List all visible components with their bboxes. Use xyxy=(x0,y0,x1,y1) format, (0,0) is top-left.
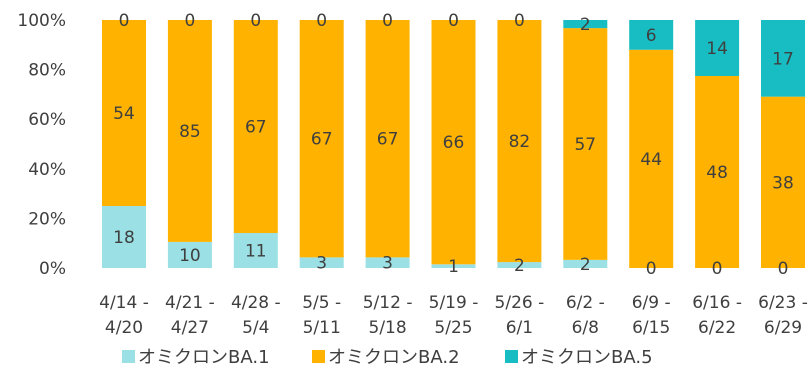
bar-segment xyxy=(102,206,146,268)
bar-segment xyxy=(365,257,410,268)
bar-segment xyxy=(233,233,278,268)
x-tick-label: 6/2 - xyxy=(566,293,605,313)
bar-segment xyxy=(431,20,476,265)
x-tick-label: 6/23 - xyxy=(758,293,808,313)
x-tick-label: 5/18 xyxy=(369,318,407,338)
data-label: 0 xyxy=(778,259,789,279)
data-label: 2 xyxy=(580,15,591,35)
data-labels: 18 54 0 10 85 0 11 67 0 3 67 0 3 67 0 1 66 0 2 82 0 2 57 2 0 44 6 0… xyxy=(113,11,794,279)
legend-label: オミクロンBA.2 xyxy=(328,347,460,368)
y-tick-label: 20% xyxy=(28,209,66,229)
data-label: 11 xyxy=(245,242,267,262)
bar-segment xyxy=(629,49,674,269)
bar-segment xyxy=(497,262,542,268)
data-label: 1 xyxy=(448,257,459,277)
data-label: 0 xyxy=(712,259,723,279)
x-tick-label: 5/25 xyxy=(434,318,472,338)
x-tick-label: 5/11 xyxy=(303,318,341,338)
x-tick-label: 6/16 - xyxy=(692,293,742,313)
x-tick-label: 6/8 xyxy=(572,318,599,338)
x-tick-label: 5/19 - xyxy=(429,293,479,313)
bar-segment xyxy=(695,76,740,268)
legend: オミクロンBA.1 オミクロンBA.2 オミクロンBA.5 xyxy=(122,347,653,368)
x-tick-label: 5/12 - xyxy=(363,293,413,313)
bar-segment xyxy=(167,20,212,242)
data-label: 0 xyxy=(646,259,657,279)
y-axis: 0% 20% 40% 60% 80% 100% xyxy=(17,11,66,279)
legend-swatch xyxy=(505,350,518,363)
bar-segment xyxy=(629,20,674,50)
x-tick-label: 4/20 xyxy=(105,318,143,338)
bar-segment xyxy=(299,257,344,268)
data-label: 14 xyxy=(706,39,728,59)
legend-label: オミクロンBA.1 xyxy=(138,347,270,368)
x-tick-label: 5/5 - xyxy=(302,293,341,313)
data-label: 0 xyxy=(514,11,525,31)
bar-segment xyxy=(695,20,740,76)
data-label: 6 xyxy=(646,26,657,46)
data-label: 0 xyxy=(119,11,130,31)
data-label: 0 xyxy=(184,11,195,31)
data-label: 85 xyxy=(179,122,201,142)
bar-segment xyxy=(365,20,410,258)
data-label: 66 xyxy=(443,133,465,153)
y-tick-label: 60% xyxy=(28,110,66,130)
data-label: 2 xyxy=(514,256,525,276)
data-label: 10 xyxy=(179,246,201,266)
data-label: 67 xyxy=(245,118,267,138)
data-label: 67 xyxy=(377,130,399,150)
legend-swatch xyxy=(122,350,135,363)
data-label: 67 xyxy=(311,130,333,150)
bar-segment xyxy=(497,20,542,263)
data-label: 44 xyxy=(640,150,662,170)
data-label: 3 xyxy=(316,254,327,274)
legend-swatch xyxy=(312,350,325,363)
bar-segment xyxy=(233,20,278,234)
data-label: 18 xyxy=(113,228,135,248)
data-label: 0 xyxy=(316,11,327,31)
x-tick-label: 6/15 xyxy=(632,318,670,338)
bar-segment xyxy=(563,28,608,260)
data-label: 2 xyxy=(580,255,591,275)
data-label: 0 xyxy=(250,11,261,31)
x-tick-label: 6/29 xyxy=(764,318,802,338)
data-label: 3 xyxy=(382,254,393,274)
x-tick-label: 4/14 - xyxy=(99,293,149,313)
data-label: 0 xyxy=(382,11,393,31)
y-tick-label: 40% xyxy=(28,160,66,180)
data-label: 0 xyxy=(448,11,459,31)
x-tick-label: 4/28 - xyxy=(231,293,281,313)
x-tick-label: 5/4 xyxy=(242,318,269,338)
bar-segment xyxy=(102,20,146,206)
data-label: 38 xyxy=(772,173,794,193)
bar-segment xyxy=(761,96,805,269)
y-tick-label: 80% xyxy=(28,61,66,81)
x-tick-label: 6/1 xyxy=(506,318,533,338)
data-label: 82 xyxy=(509,132,531,152)
y-tick-label: 100% xyxy=(17,11,66,31)
legend-label: オミクロンBA.5 xyxy=(521,347,653,368)
bar-segment xyxy=(563,20,608,29)
x-tick-label: 4/21 - xyxy=(165,293,215,313)
legend-item: オミクロンBA.2 xyxy=(312,347,460,368)
y-tick-label: 0% xyxy=(39,259,66,279)
x-tick-label: 6/9 - xyxy=(632,293,671,313)
bar-segment xyxy=(563,259,608,268)
x-tick-label: 5/26 - xyxy=(495,293,545,313)
bar-segment xyxy=(167,241,212,268)
x-axis: 4/14 - 4/20 4/21 - 4/27 4/28 - 5/4 5/5 - 5/11 5/… xyxy=(99,293,808,338)
legend-item: オミクロンBA.5 xyxy=(505,347,653,368)
data-label: 17 xyxy=(772,49,794,69)
bars xyxy=(102,20,805,269)
x-tick-label: 4/27 xyxy=(171,318,209,338)
legend-item: オミクロンBA.1 xyxy=(122,347,270,368)
bar-segment xyxy=(431,264,476,268)
bar-segment xyxy=(299,20,344,258)
x-tick-label: 6/22 xyxy=(698,318,736,338)
data-label: 54 xyxy=(113,104,135,124)
bar-segment xyxy=(761,20,805,97)
data-label: 48 xyxy=(706,163,728,183)
data-label: 57 xyxy=(574,135,596,155)
